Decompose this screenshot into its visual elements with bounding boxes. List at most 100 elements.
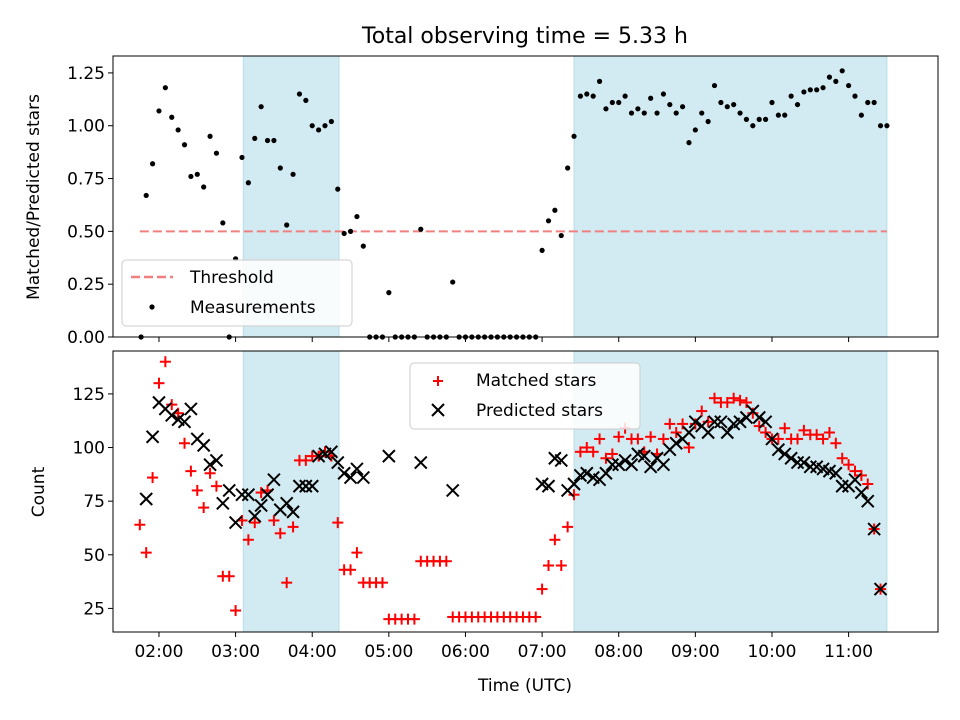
predicted-star-point [752,410,766,425]
measurement-point [347,228,354,234]
matched-star-point [798,424,810,436]
measurement-point [692,127,698,133]
measurement-point [743,116,750,122]
predicted-star-point [733,415,747,429]
predicted-star-point [414,455,428,470]
matched-star-point [287,521,299,533]
matched-star-point [153,377,165,389]
top-y-ticks: 0.00 0.25 0.50 0.75 1.00 1.25 [67,64,113,348]
matched-star-point [779,422,791,434]
predicted-marker-b [337,466,351,480]
measurement-point [418,226,424,232]
measurement-point [648,95,654,101]
predicted-star-point [248,509,262,523]
matched-star-point [657,433,669,445]
matched-star-point [345,564,357,576]
matched-star-point [274,527,286,539]
matched-star-point [440,555,452,567]
matched-star-point [408,613,420,625]
measurement-point [858,112,864,118]
matched-star-point [587,446,599,458]
measurement-point [846,82,852,89]
measurement-point [839,68,845,74]
matched-star-point [134,519,146,531]
predicted-marker-b [752,410,766,425]
predicted-marker-b [848,472,862,487]
matched-star-point [645,431,657,443]
measurement-point [149,161,156,167]
predicted-marker-b [809,460,824,474]
measurement-point [750,123,756,129]
predicted-marker-b [145,430,160,444]
predicted-marker-b [707,415,722,429]
predicted-marker-b [541,479,556,493]
predicted-star-point [286,505,300,519]
measurement-point [865,99,871,106]
matched-star-point [574,446,586,458]
matched-star-point [179,437,191,449]
bottom-x-ticks: 02:00 03:00 04:00 05:00 06:00 07:00 08:00 09:00… [134,632,873,662]
predicted-star-point [445,483,460,498]
matched-star-point [530,611,542,623]
matched-star-point [536,583,548,595]
measurement-point [731,101,737,108]
measurement-point [450,279,456,285]
predicted-marker-b [599,466,613,480]
matched-star-point [753,420,765,432]
predicted-star-point [778,447,792,461]
predicted-marker-b [586,470,600,485]
y-tick-label: 1.25 [67,64,105,84]
measurement-point [686,140,692,146]
y-tick-label: 50 [83,546,105,566]
x-tick-label: 10:00 [747,642,796,662]
matched-star-point [862,478,874,490]
measurement-point [711,82,718,89]
predicted-marker-b [816,462,830,476]
predicted-star-point [835,479,849,493]
predicted-marker-b [548,451,562,465]
predicted-star-point [554,453,568,468]
measurement-point [584,91,590,97]
predicted-star-point [758,415,773,429]
measurement-point [565,165,571,171]
predicted-marker-b [829,466,843,480]
predicted-marker-b [873,582,888,596]
measurement-point [309,123,315,129]
predicted-star-point [356,470,371,485]
predicted-star-point [184,402,198,416]
matched-star-point [696,405,708,417]
predicted-star-point [624,457,639,472]
measurement-point [252,135,258,141]
matched-star-point [568,489,580,501]
measurement-point [169,114,175,120]
y-tick-label: 0.25 [67,275,105,295]
measurement-point [667,101,673,108]
matched-star-point [198,502,210,514]
top-x-ticks [158,337,850,342]
x-tick-label: 09:00 [671,642,720,662]
predicted-marker-b [196,438,211,453]
measurement-point [181,142,188,148]
matched-star-point [836,452,848,464]
predicted-star-point [797,455,811,470]
predicted-star-point [267,472,281,487]
measurement-point [884,123,890,129]
measurement-point [354,213,360,220]
matched-legend-swatch [433,376,443,386]
measurement-point [705,118,711,125]
measurement-point [156,108,162,114]
matched-star-point [709,392,721,404]
predicted-star-point [599,466,613,480]
matched-star-point [677,418,689,430]
figure-title: Total observing time = 5.33 h [361,24,688,49]
bottom-legend: Matched stars Predicted stars [409,362,641,430]
measurement-point [143,192,149,199]
predicted-star-point [203,457,217,472]
y-tick-label: 1.00 [67,117,105,137]
matched-star-point [300,454,312,466]
measurement-point [162,85,168,91]
bottom-legend-box [409,362,641,430]
matched-star-point [268,514,280,526]
measurement-point [788,93,794,99]
predicted-marker-b [260,488,275,502]
